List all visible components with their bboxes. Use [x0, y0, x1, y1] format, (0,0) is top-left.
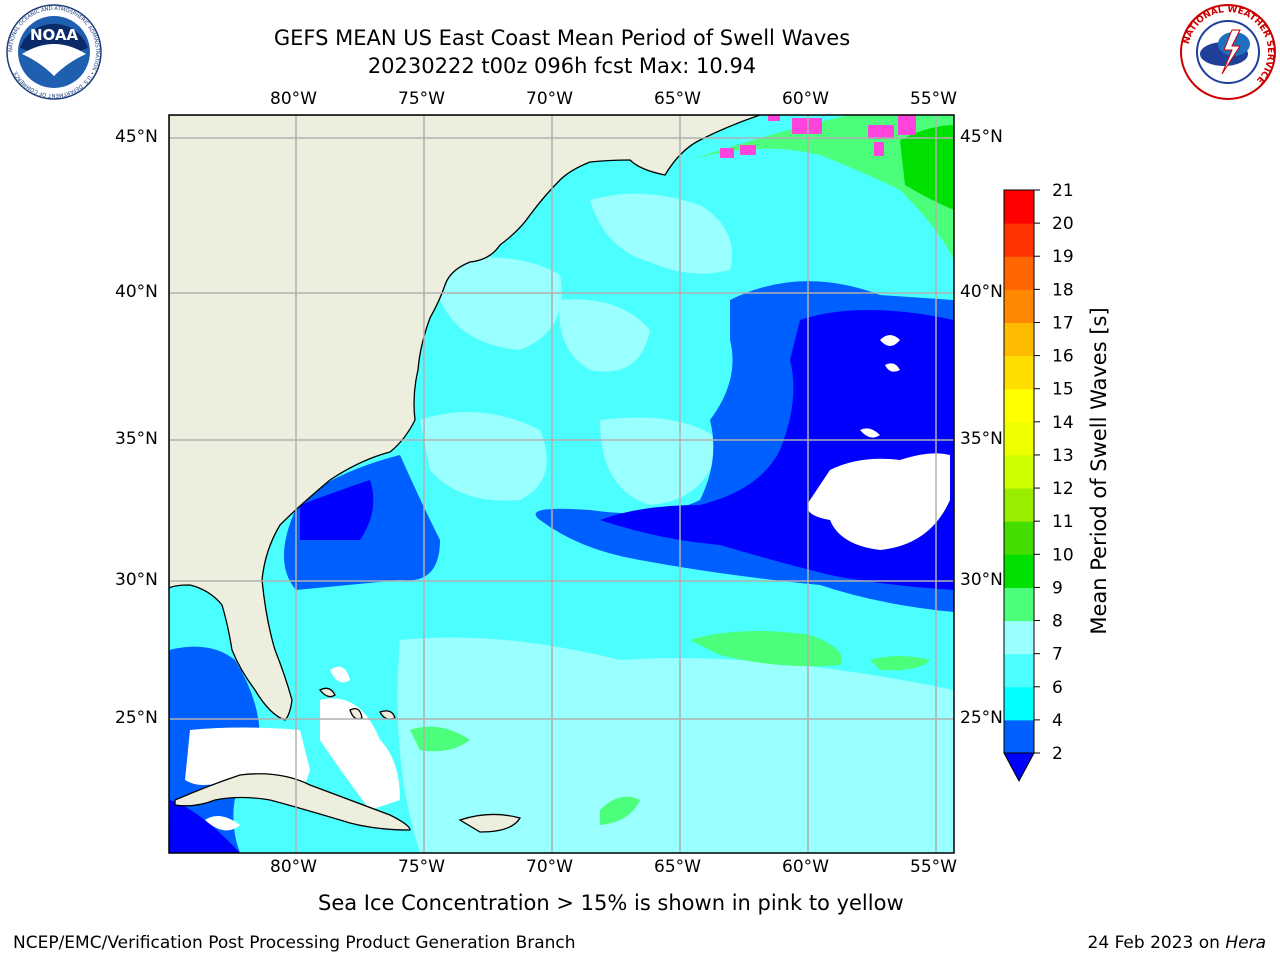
bahamas-island-3 [379, 710, 396, 720]
lat-tick-right-30n: 30°N [960, 570, 1003, 590]
colorbar-tick-label: 20 [1052, 214, 1074, 234]
machine-name: Hera [1225, 933, 1266, 953]
colorbar-tick-label: 7 [1052, 645, 1063, 665]
colorbar-frame [1003, 189, 1035, 754]
branch-credit: NCEP/EMC/Verification Post Processing Pr… [13, 933, 576, 953]
lon-tick-top-60w: 60°W [782, 89, 829, 109]
lon-tick-bottom-60w: 60°W [782, 857, 829, 877]
sea-ice-note: Sea Ice Concentration > 15% is shown in … [318, 891, 904, 915]
lon-tick-top-65w: 65°W [654, 89, 701, 109]
colorbar-segment [1004, 587, 1034, 622]
colorbar-segment [1004, 653, 1034, 688]
date-text: 24 Feb 2023 on [1087, 933, 1226, 953]
sea-ice-patches [720, 115, 916, 158]
swell-zone-10-11 [900, 125, 954, 210]
colorbar-segment [1004, 223, 1034, 257]
lon-tick-top-55w: 55°W [910, 89, 957, 109]
swell-zone-2-4 [169, 310, 954, 853]
lat-tick-left-45n: 45°N [115, 127, 158, 147]
graticule [169, 115, 954, 853]
swell-zone-9-10 [410, 115, 954, 825]
colorbar-segment [1004, 256, 1034, 290]
lat-tick-left-30n: 30°N [115, 570, 158, 590]
nws-logo: NATIONAL WEATHER SERVICE [1180, 4, 1276, 100]
lat-tick-right-35n: 35°N [960, 429, 1003, 449]
noaa-logo-text: NOAA [30, 26, 79, 44]
colorbar-segment [1004, 719, 1034, 754]
colorbar-tick-label: 13 [1052, 446, 1074, 466]
colorbar-tick-label: 9 [1052, 578, 1063, 598]
lat-tick-left-35n: 35°N [115, 429, 158, 449]
lat-tick-right-40n: 40°N [960, 282, 1003, 302]
lon-tick-bottom-65w: 65°W [654, 857, 701, 877]
chart-subtitle: 20230222 t00z 096h fcst Max: 10.94 [367, 54, 757, 78]
colorbar-segment [1004, 355, 1034, 390]
colorbar: 2 4 6 7 8 9 10 11 12 13 14 15 16 17 18 19 20 21 [1003, 181, 1074, 783]
north-america-east-coast [169, 115, 761, 721]
colorbar-segment [1004, 322, 1034, 357]
lat-tick-left-25n: 25°N [115, 708, 158, 728]
bahamas-island [318, 687, 336, 698]
colorbar-tick-label: 10 [1052, 545, 1074, 565]
colorbar-tick-label: 8 [1052, 612, 1063, 632]
swell-zone-4-6 [169, 281, 954, 853]
colorbar-segment [1004, 521, 1034, 555]
colorbar-tick-label: 21 [1052, 181, 1074, 201]
colorbar-extend-triangle [1003, 752, 1035, 783]
bahamas-island-2 [349, 707, 363, 720]
lon-tick-bottom-75w: 75°W [398, 857, 445, 877]
colorbar-tick-label: 11 [1052, 512, 1074, 532]
colorbar-segment [1004, 289, 1034, 323]
cuba [174, 773, 411, 831]
swell-zone-8-9 [397, 193, 954, 853]
lon-tick-bottom-70w: 70°W [526, 857, 573, 877]
colorbar-tick-label: 4 [1052, 711, 1063, 731]
map-frame [168, 114, 955, 854]
colorbar-tick-label: 16 [1052, 347, 1074, 367]
colorbar-tick-label: 17 [1052, 313, 1074, 333]
colorbar-segment [1004, 488, 1034, 522]
colorbar-segment [1004, 686, 1034, 721]
lat-tick-right-25n: 25°N [960, 708, 1003, 728]
colorbar-tick-label: 6 [1052, 678, 1063, 698]
colorbar-tick-label: 14 [1052, 413, 1074, 433]
lon-tick-bottom-55w: 55°W [910, 857, 957, 877]
colorbar-segment [1004, 190, 1034, 224]
colorbar-label: Mean Period of Swell Waves [s] [1087, 307, 1111, 634]
chart-title: GEFS MEAN US East Coast Mean Period of S… [273, 26, 851, 50]
colorbar-segment [1004, 620, 1034, 655]
colorbar-segment [1004, 554, 1034, 588]
colorbar-tick-label: 15 [1052, 380, 1074, 400]
lon-tick-top-80w: 80°W [270, 89, 317, 109]
lat-tick-right-45n: 45°N [960, 127, 1003, 147]
colorbar-tick-label: 12 [1052, 479, 1074, 499]
generation-date: 24 Feb 2023 on Hera [1088, 933, 1266, 953]
colorbar-tick-label: 18 [1052, 280, 1074, 300]
colorbar-tick-label: 2 [1052, 744, 1063, 764]
lon-tick-bottom-80w: 80°W [270, 857, 317, 877]
lat-tick-left-40n: 40°N [115, 282, 158, 302]
land [169, 115, 761, 833]
colorbar-segment [1004, 421, 1034, 456]
colorbar-segment [1004, 388, 1034, 423]
colorbar-segment [1004, 454, 1034, 489]
hispaniola [458, 813, 521, 833]
colorbar-tick-label: 19 [1052, 247, 1074, 267]
noaa-logo: NATIONAL OCEANIC AND ATMOSPHERIC ADMINIS… [6, 4, 102, 100]
lon-tick-top-75w: 75°W [398, 89, 445, 109]
lon-tick-top-70w: 70°W [526, 89, 573, 109]
